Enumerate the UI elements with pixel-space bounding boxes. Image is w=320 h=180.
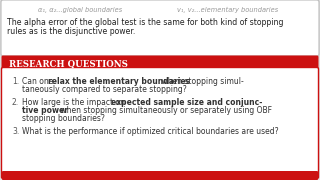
Text: Can one: Can one (22, 77, 56, 86)
Text: What is the performance if optimized critical boundaries are used?: What is the performance if optimized cri… (22, 127, 279, 136)
Text: v₁, v₂...elementary boundaries: v₁, v₂...elementary boundaries (177, 7, 279, 13)
Text: 2.: 2. (12, 98, 19, 107)
Text: RESEARCH QUESTIONS: RESEARCH QUESTIONS (9, 60, 128, 69)
Text: rules as is the disjunctive power.: rules as is the disjunctive power. (7, 27, 135, 36)
Text: taneously compared to separate stopping?: taneously compared to separate stopping? (22, 85, 187, 94)
FancyBboxPatch shape (2, 171, 318, 180)
Text: expected sample size and conjunc-: expected sample size and conjunc- (111, 98, 262, 107)
Text: stopping boundaries?: stopping boundaries? (22, 114, 105, 123)
Text: How large is the impact on: How large is the impact on (22, 98, 127, 107)
Text: relax the elementary boundaries: relax the elementary boundaries (48, 77, 190, 86)
Text: when stopping simul-: when stopping simul- (159, 77, 244, 86)
FancyBboxPatch shape (2, 68, 318, 179)
Text: tive power: tive power (22, 106, 68, 115)
FancyBboxPatch shape (2, 55, 318, 71)
Text: when stopping simultaneously or separately using OBF: when stopping simultaneously or separate… (58, 106, 272, 115)
Text: 3.: 3. (12, 127, 19, 136)
Text: α₁, α₂...global boundaries: α₁, α₂...global boundaries (38, 7, 122, 13)
Text: The alpha error of the global test is the same for both kind of stopping: The alpha error of the global test is th… (7, 18, 284, 27)
Text: 1.: 1. (12, 77, 19, 86)
FancyBboxPatch shape (1, 0, 319, 56)
